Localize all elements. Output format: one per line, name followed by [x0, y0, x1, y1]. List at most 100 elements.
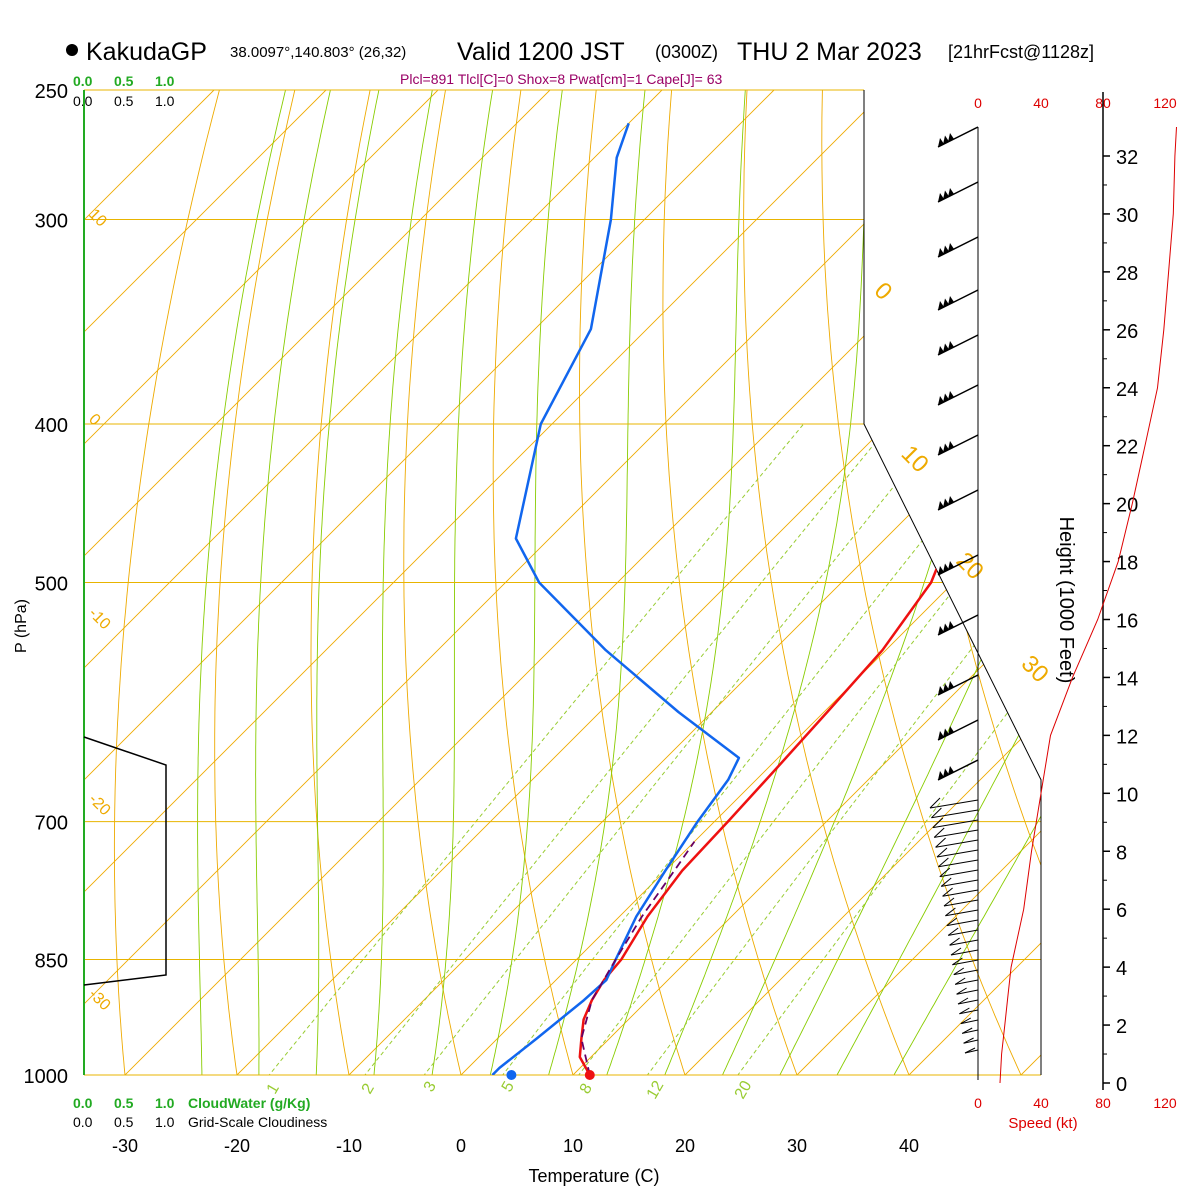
- wind-barb: [953, 967, 979, 976]
- temperature-axis-label: Temperature (C): [528, 1166, 659, 1186]
- parcel-series-line: [580, 841, 696, 1075]
- cloudwater-scale-bottom-2: 1.0: [155, 1095, 175, 1111]
- wind-barb: [945, 907, 979, 917]
- wind-barb: [950, 947, 979, 956]
- speed-tick-bottom-2: 80: [1095, 1095, 1111, 1111]
- dry-adiabat-line: [310, 90, 377, 1075]
- dry-adiabat-line: [821, 90, 1038, 1075]
- wind-barb: [943, 897, 979, 907]
- wind-barb: [937, 554, 979, 576]
- moist-adiabat-line: [425, 90, 498, 1075]
- station-coords: 38.0097°,140.803° (26,32): [230, 44, 406, 61]
- height-tick-label: 20: [1116, 495, 1138, 517]
- mixing-ratio-line: [336, 423, 891, 1075]
- isotherm-label: -10: [85, 605, 113, 633]
- speed-axis-label: Speed (kt): [1008, 1115, 1077, 1132]
- wind-barb: [937, 181, 979, 203]
- pressure-axis-label: P (hPa): [13, 599, 30, 653]
- valid-date: THU 2 Mar 2023: [737, 38, 922, 66]
- cloudiness-profile: [83, 736, 167, 986]
- wind-barb: [937, 334, 979, 356]
- speed-tick-top-0: 0: [974, 95, 982, 111]
- moist-adiabat-line: [537, 90, 649, 1075]
- isotherm-label: 0: [85, 411, 103, 429]
- mixing-ratio-line: [475, 423, 1016, 1075]
- mixing-ratio-line: [240, 423, 804, 1075]
- clipped-grid: [84, 90, 1041, 1075]
- cloudiness-scale-top-0: 0.0: [73, 93, 93, 109]
- wind-barb: [959, 1007, 979, 1015]
- wind-barb: [937, 384, 979, 406]
- wind-barb: [960, 1017, 979, 1025]
- mixing-ratio-label: 2: [359, 1081, 378, 1097]
- wind-barb: [949, 937, 979, 946]
- height-tick-label: 6: [1116, 900, 1127, 922]
- isotherm-label: -30: [85, 986, 113, 1014]
- wind-barb: [937, 759, 979, 781]
- isotherm-label: 0: [869, 277, 898, 306]
- cloudiness-scale-bottom-2: 1.0: [155, 1114, 175, 1130]
- isotherm-label: 10: [85, 206, 110, 231]
- diagram-grid: [83, 89, 1042, 1076]
- pressure-tick-label: 500: [35, 574, 68, 596]
- wind-barb: [937, 126, 979, 148]
- wind-barb: [964, 1047, 979, 1054]
- speed-tick-bottom-0: 0: [974, 1095, 982, 1111]
- dry-adiabat-line: [971, 90, 1041, 1075]
- isotherm-line: [572, 90, 1041, 1075]
- moist-adiabat-line: [817, 90, 1041, 1075]
- temperature-tick-label: 20: [675, 1136, 695, 1156]
- wind-barb: [931, 807, 979, 819]
- cloudwater-scale-bottom-1: 0.5: [114, 1095, 134, 1111]
- indices-line: Plcl=891 Tlcl[C]=0 Shox=8 Pwat[cm]=1 Cap…: [400, 71, 723, 87]
- pressure-tick-label: 1000: [24, 1066, 69, 1088]
- moist-adiabat-line: [255, 90, 338, 1075]
- wind-barb: [937, 614, 979, 636]
- wind-barb: [954, 977, 979, 985]
- height-tick-label: 16: [1116, 611, 1138, 633]
- isotherm-label: -20: [85, 791, 113, 819]
- speed-tick-bottom-3: 120: [1153, 1095, 1177, 1111]
- height-tick-label: 12: [1116, 726, 1138, 748]
- height-tick-label: 2: [1116, 1016, 1127, 1038]
- wind-barb: [939, 867, 979, 878]
- moist-adiabat-line: [313, 90, 386, 1075]
- height-tick-label: 32: [1116, 147, 1138, 169]
- cloudwater-scale-top-0: 0.0: [73, 73, 93, 89]
- dry-adiabat-line: [662, 90, 811, 1075]
- pressure-tick-label: 250: [35, 81, 68, 103]
- wind-barb: [937, 434, 979, 456]
- dry-adiabat-line: [214, 90, 303, 1075]
- speed-profile-line: [999, 126, 1177, 1084]
- dewpoint-series-line: [491, 122, 741, 1075]
- pressure-tick-label: 400: [35, 415, 68, 437]
- wind-barb: [963, 1037, 979, 1044]
- moist-adiabat-line: [649, 90, 871, 1075]
- height-tick-label: 10: [1116, 784, 1138, 806]
- speed-tick-top-1: 40: [1033, 95, 1049, 111]
- dry-adiabat-line: [743, 90, 925, 1075]
- temperature-tick-label: 0: [456, 1136, 466, 1156]
- cloudiness-scale-top-2: 1.0: [155, 93, 175, 109]
- height-tick-label: 14: [1116, 668, 1138, 690]
- moist-adiabat-line: [481, 90, 567, 1075]
- dry-adiabat-line: [113, 90, 228, 1075]
- mixing-ratio-label: 12: [644, 1078, 668, 1102]
- mixing-ratio-label: 3: [421, 1079, 440, 1095]
- height-tick-label: 18: [1116, 553, 1138, 575]
- wind-barb: [946, 917, 979, 927]
- moist-adiabat-line: [761, 90, 1041, 1075]
- wind-barb: [929, 797, 979, 809]
- height-axis-label: Height (1000 Feet): [1055, 517, 1077, 684]
- wind-barb: [937, 489, 979, 511]
- dry-adiabat-line: [492, 90, 584, 1075]
- wind-barb: [937, 236, 979, 258]
- height-tick-label: 4: [1116, 958, 1127, 980]
- moist-adiabat-line: [873, 90, 1041, 1075]
- temperature-tick-label: -30: [112, 1136, 138, 1156]
- cloudwater-scale-bottom-0: 0.0: [73, 1095, 93, 1111]
- cloudiness-scale-bottom-1: 0.5: [114, 1114, 134, 1130]
- isotherm-label: 30: [1016, 650, 1054, 688]
